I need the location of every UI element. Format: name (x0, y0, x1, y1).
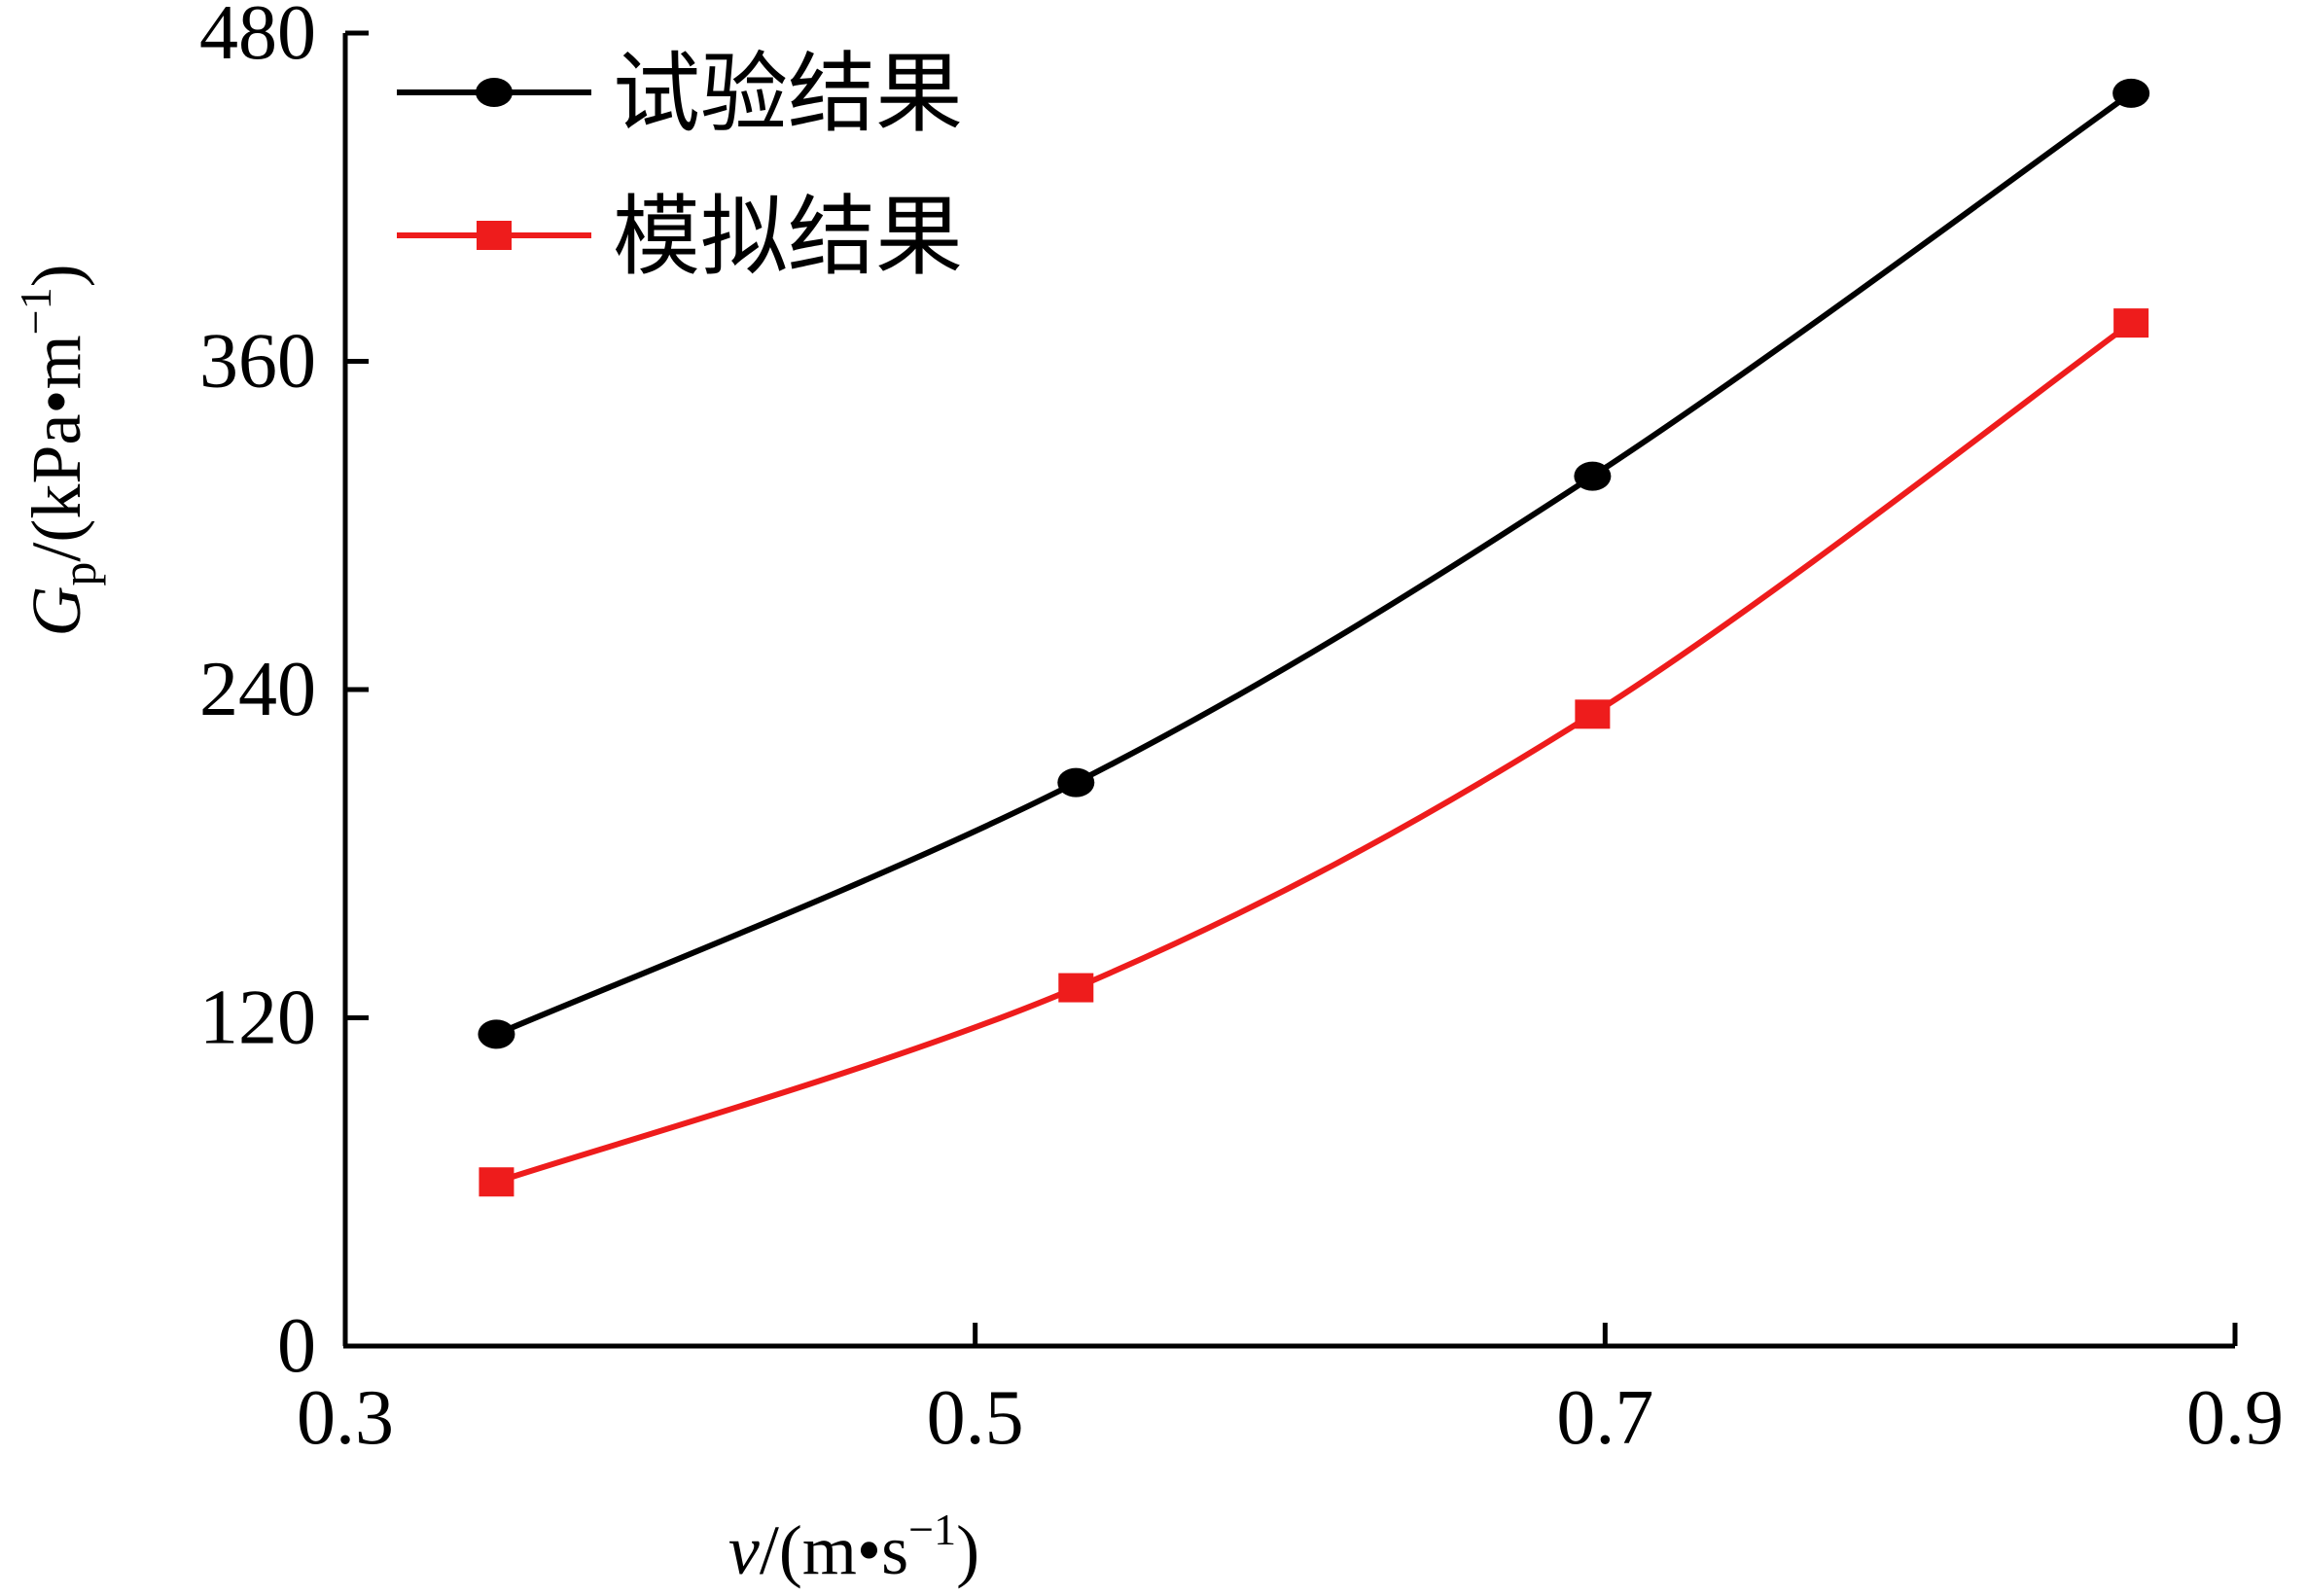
data-point-circle (1057, 767, 1095, 798)
series-line (495, 90, 2133, 1038)
y-axis-label: Gp/(kPa•m−1) (11, 264, 106, 636)
x-axis-label: v/(m•s−1) (728, 1505, 979, 1589)
data-point-circle (2112, 78, 2150, 108)
x-tick-label: 0.7 (1556, 1375, 1653, 1461)
y-tick-label: 480 (199, 0, 316, 76)
y-tick-label: 360 (199, 319, 316, 405)
legend-item-1: 试验结果 (397, 47, 963, 143)
series-1 (478, 78, 2150, 1049)
legend-marker (477, 221, 512, 250)
y-axis-ticks: 0 120 240 360 480 (199, 0, 369, 1389)
legend-label: 试验结果 (613, 47, 963, 143)
data-point-circle (478, 1019, 515, 1049)
legend-marker (476, 78, 513, 107)
y-tick-label: 120 (199, 975, 316, 1061)
series-layer (478, 78, 2150, 1197)
y-tick-label: 240 (199, 647, 316, 732)
x-tick-label: 0.5 (927, 1375, 1024, 1461)
data-point-square (1058, 973, 1094, 1003)
y-axis-label-exp: −1 (11, 287, 60, 335)
y-axis-label-var: G (18, 586, 95, 637)
x-axis-label-var: v (728, 1511, 760, 1589)
legend-item-2: 模拟结果 (397, 190, 963, 286)
series-line (495, 320, 2133, 1186)
y-axis-label-close: ) (18, 264, 95, 287)
y-axis-label-open: /(kPa (18, 414, 95, 562)
x-axis-label-unit: s (881, 1511, 908, 1589)
y-axis-label-dot: • (18, 389, 95, 413)
data-point-square (479, 1167, 515, 1197)
x-axis-label-close: ) (956, 1511, 979, 1589)
x-axis-label-open: /(m (760, 1511, 857, 1589)
x-tick-label: 0.3 (297, 1375, 394, 1461)
y-tick-label: 0 (277, 1303, 316, 1389)
data-point-square (2113, 308, 2149, 338)
y-axis-label-unit: m (18, 335, 95, 389)
data-point-circle (1574, 461, 1612, 491)
x-tick-label: 0.9 (2186, 1375, 2284, 1461)
legend-label: 模拟结果 (613, 190, 963, 286)
x-axis-label-dot: • (857, 1511, 881, 1589)
data-point-square (1575, 699, 1611, 729)
y-axis-label-sub: p (52, 562, 106, 586)
x-axis-ticks: 0.3 0.5 0.7 0.9 (297, 1323, 2284, 1461)
series-2 (479, 308, 2149, 1197)
x-axis-label-exp: −1 (908, 1505, 956, 1554)
